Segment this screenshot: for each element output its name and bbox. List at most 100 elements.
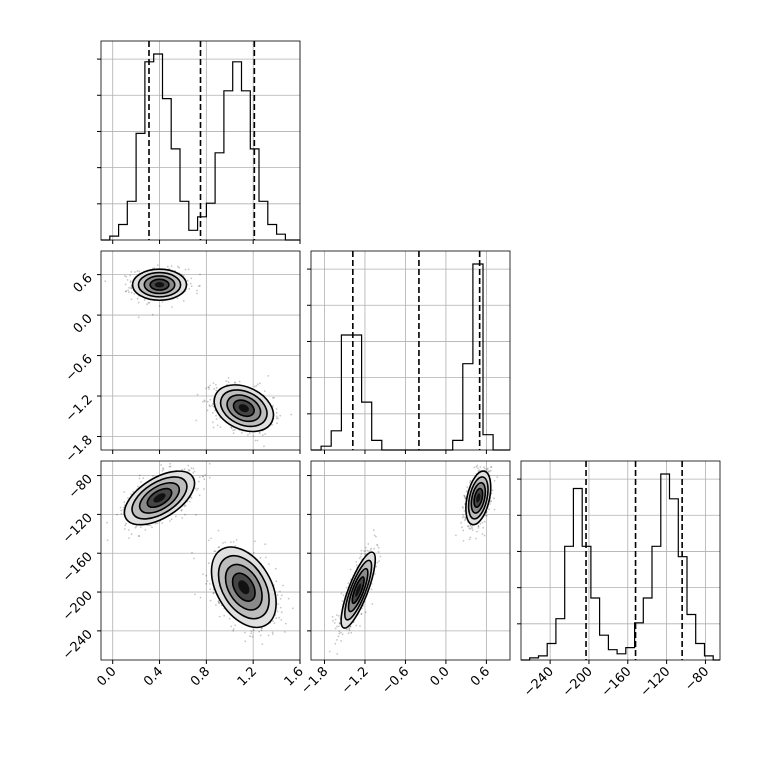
scatter-point <box>359 555 362 558</box>
scatter-point <box>137 535 140 537</box>
scatter-point <box>215 604 217 606</box>
scatter-point <box>208 386 210 389</box>
scatter-point <box>204 400 206 403</box>
contour-line <box>473 487 484 509</box>
scatter-point <box>477 469 480 472</box>
x-tick-label: −1.2 <box>339 664 372 697</box>
scatter-point <box>487 467 489 470</box>
scatter-point <box>130 287 133 289</box>
scatter-point <box>233 428 236 431</box>
scatter-point <box>360 553 363 556</box>
scatter-point <box>207 562 210 565</box>
scatter-point <box>281 594 283 597</box>
scatter-point <box>255 385 258 387</box>
scatter-point <box>212 421 214 424</box>
scatter-point <box>464 497 467 499</box>
scatter-point <box>355 624 358 627</box>
y-tick-label: −160 <box>60 549 96 585</box>
density-fill <box>153 493 166 503</box>
scatter-point <box>273 622 276 624</box>
scatter-point <box>461 506 464 508</box>
scatter-point <box>276 422 278 425</box>
scatter-point <box>198 476 201 478</box>
scatter-point <box>254 439 257 442</box>
scatter-point <box>123 501 126 504</box>
scatter-point <box>187 464 190 467</box>
scatter-point <box>486 514 488 517</box>
scatter-point <box>334 627 337 630</box>
scatter-point <box>208 388 211 390</box>
density-fill <box>238 580 250 595</box>
contour-line <box>213 384 275 433</box>
scatter-point <box>215 383 217 386</box>
scatter-point <box>338 622 341 624</box>
scatter-point <box>291 607 294 610</box>
scatter-point <box>282 584 284 587</box>
scatter-point <box>341 633 344 636</box>
y-tick-label: −1.2 <box>63 392 96 425</box>
scatter-point <box>238 380 241 383</box>
scatter-point <box>268 563 270 565</box>
scatter-point <box>205 574 208 577</box>
scatter-point <box>213 387 216 390</box>
scatter-point <box>378 560 380 562</box>
scatter-point <box>133 293 136 295</box>
x-tick-label: −1.8 <box>298 664 331 697</box>
scatter-point <box>209 588 212 591</box>
scatter-point <box>477 525 480 527</box>
scatter-point <box>279 590 281 593</box>
scatter-point <box>259 634 262 637</box>
scatter-point <box>240 431 243 434</box>
scatter-point <box>462 515 465 518</box>
contour-line <box>149 278 170 291</box>
scatter-point <box>264 543 267 546</box>
scatter-point <box>375 535 377 538</box>
scatter-point <box>136 297 139 300</box>
scatter-point <box>373 534 376 537</box>
scatter-point <box>212 592 215 595</box>
joint-marks <box>106 462 294 645</box>
scatter-point <box>290 413 293 416</box>
scatter-point <box>203 478 206 481</box>
scatter-point <box>216 424 219 427</box>
scatter-point <box>206 400 209 403</box>
scatter-point <box>124 290 127 293</box>
histogram-frame <box>520 460 721 661</box>
scatter-point <box>489 469 492 472</box>
scatter-point <box>138 270 141 273</box>
scatter-point <box>205 387 208 390</box>
scatter-point <box>355 564 358 567</box>
scatter-point <box>461 526 463 529</box>
scatter-point <box>358 557 361 560</box>
scatter-point <box>230 625 233 628</box>
scatter-point <box>169 462 172 465</box>
x-tick-label: 0.8 <box>188 664 213 689</box>
scatter-point <box>469 528 472 530</box>
scatter-point <box>455 534 457 537</box>
scatter-point <box>469 536 472 539</box>
scatter-point <box>197 285 200 288</box>
scatter-point <box>477 527 480 529</box>
scatter-point <box>203 399 206 402</box>
scatter-point <box>198 494 201 497</box>
scatter-point <box>196 289 198 292</box>
scatter-point <box>203 488 205 490</box>
scatter-point <box>287 597 290 600</box>
scatter-point <box>366 549 369 552</box>
scatter-point <box>264 433 266 435</box>
scatter-point <box>197 487 200 490</box>
scatter-point <box>483 534 486 537</box>
scatter-point <box>279 606 282 609</box>
scatter-point <box>347 632 350 635</box>
scatter-point <box>338 630 341 633</box>
scatter-point <box>379 555 382 558</box>
scatter-point <box>129 280 132 282</box>
y-tick-label: 0.0 <box>71 311 96 336</box>
scatter-point <box>188 469 191 472</box>
scatter-point <box>376 543 378 546</box>
x-tick-label: 0.6 <box>468 664 493 689</box>
scatter-point <box>355 561 358 563</box>
scatter-point <box>194 487 197 490</box>
scatter-point <box>224 541 227 544</box>
scatter-point <box>129 281 132 284</box>
